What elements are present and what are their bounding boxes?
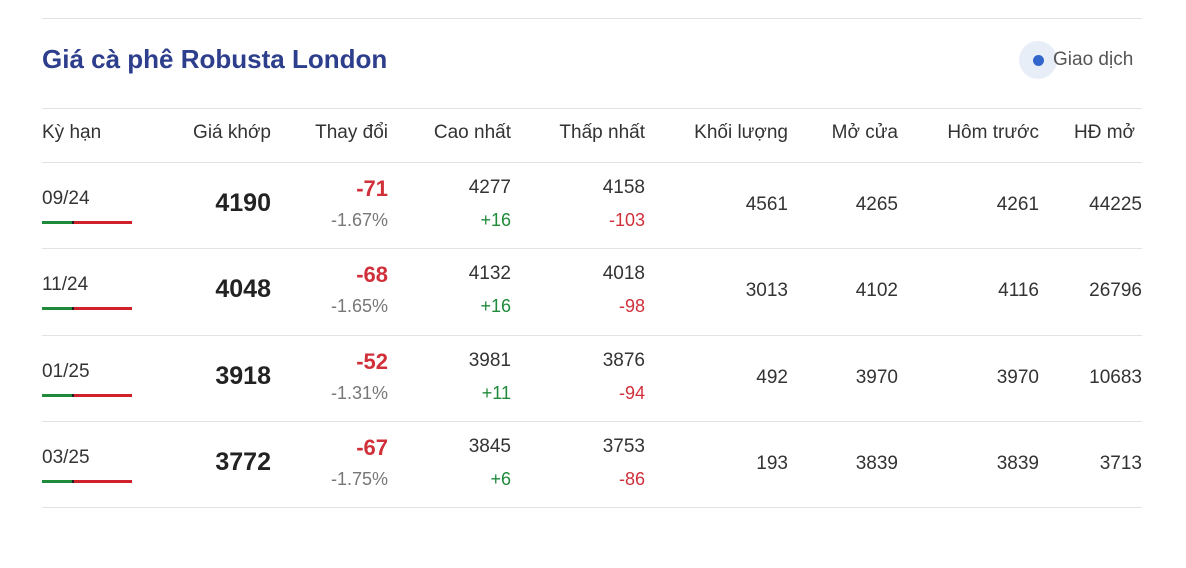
range-bar — [42, 393, 132, 397]
low: 3876 — [602, 349, 645, 371]
range-bar — [42, 221, 132, 224]
low: 4018 — [602, 263, 645, 285]
high: 4277 — [468, 177, 511, 198]
status-label[interactable]: Giao dịch — [1053, 49, 1134, 70]
change-percent: -1.75% — [330, 468, 388, 489]
previous: 3839 — [996, 452, 1039, 474]
column-header: Hôm trước — [947, 122, 1039, 143]
divider — [42, 507, 1142, 508]
price: 4190 — [215, 189, 271, 217]
high-change: +16 — [480, 296, 511, 317]
price: 3918 — [215, 361, 271, 390]
divider — [42, 421, 1142, 422]
open-interest: 3713 — [1099, 452, 1142, 474]
low: 4158 — [602, 177, 645, 198]
high: 4132 — [468, 263, 511, 285]
previous: 3970 — [996, 366, 1039, 388]
term: 03/25 — [42, 446, 90, 468]
open: 4102 — [855, 280, 898, 302]
change-percent: -1.67% — [330, 210, 388, 230]
price: 4048 — [215, 275, 271, 304]
term: 09/24 — [42, 188, 90, 209]
volume: 3013 — [745, 280, 788, 302]
low-change: -94 — [618, 382, 645, 403]
open-interest: 44225 — [1089, 194, 1142, 215]
change-percent: -1.31% — [330, 382, 388, 403]
low-change: -98 — [618, 296, 645, 317]
open: 4265 — [855, 194, 898, 215]
divider — [42, 162, 1142, 163]
column-header: Kỳ hạn — [42, 122, 102, 143]
column-header: Cao nhất — [433, 122, 511, 143]
change: -52 — [356, 348, 388, 374]
volume: 4561 — [745, 194, 788, 215]
status-dot — [1033, 55, 1044, 66]
title: Giá cà phê Robusta London — [42, 44, 388, 74]
high: 3845 — [468, 435, 511, 457]
column-header: Giá khớp — [193, 122, 271, 143]
column-header: Thay đổi — [315, 122, 388, 143]
open-interest: 26796 — [1089, 280, 1142, 302]
change: -67 — [356, 434, 388, 460]
change: -71 — [356, 176, 388, 201]
divider — [42, 18, 1142, 19]
change: -68 — [356, 262, 388, 288]
high-change: +16 — [480, 210, 511, 230]
term: 01/25 — [42, 360, 90, 382]
column-header: Mở cửa — [831, 122, 898, 143]
high: 3981 — [468, 349, 511, 371]
open-interest: 10683 — [1089, 366, 1142, 388]
price: 3772 — [215, 447, 271, 476]
term: 11/24 — [42, 274, 89, 296]
divider — [42, 335, 1142, 336]
previous: 4116 — [998, 280, 1039, 302]
volume: 193 — [756, 452, 788, 474]
change-percent: -1.65% — [330, 296, 388, 317]
high-change: +11 — [481, 382, 511, 403]
range-bar — [42, 479, 132, 483]
column-header: Khối lượng — [694, 122, 788, 143]
divider — [42, 248, 1142, 249]
open: 3839 — [855, 452, 898, 474]
previous: 4261 — [996, 194, 1039, 215]
table: Kỳ hạn Giá khớp Thay đổi Cao nhất Thấp nhất K… — [42, 122, 1142, 489]
column-header: HĐ mở — [1074, 122, 1136, 143]
open: 3970 — [855, 366, 898, 388]
volume: 492 — [756, 366, 788, 388]
range-bar — [42, 307, 132, 311]
low-change: -103 — [608, 210, 645, 230]
low: 3753 — [602, 435, 645, 457]
column-header: Thấp nhất — [559, 122, 645, 143]
divider — [42, 108, 1142, 109]
high-change: +6 — [490, 468, 511, 489]
low-change: -86 — [618, 468, 645, 489]
